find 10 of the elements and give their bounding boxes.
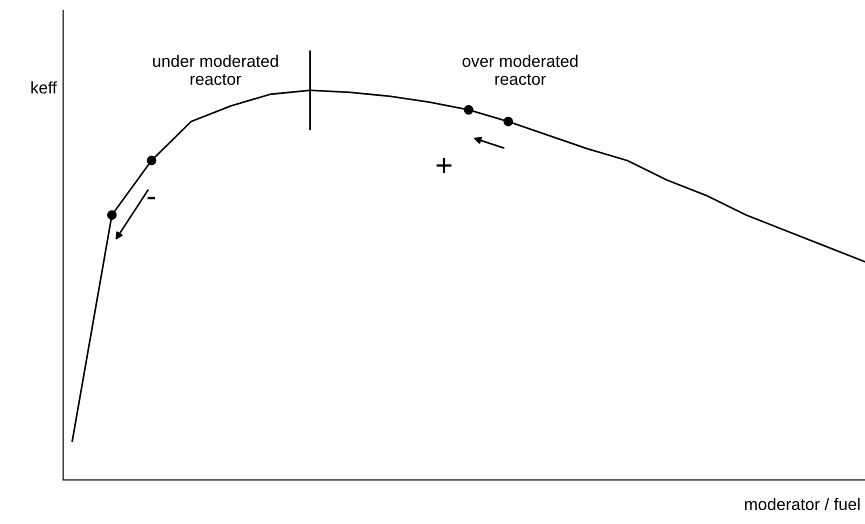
point — [107, 210, 117, 220]
text: under moderated reactor — [153, 54, 278, 85]
x-axis-title: moderator / fuel — [745, 498, 860, 510]
point — [503, 116, 514, 126]
annotation: + — [436, 158, 452, 173]
point — [464, 105, 474, 115]
point — [146, 156, 156, 166]
text: over moderated reactor — [462, 54, 578, 85]
annotation: - — [148, 196, 156, 200]
y-axis-title: keff — [31, 81, 57, 94]
